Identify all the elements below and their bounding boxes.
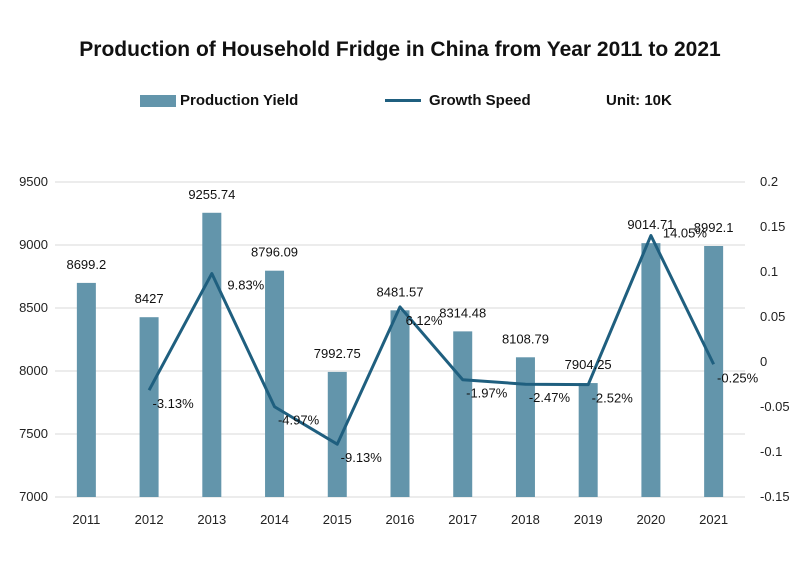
bar	[641, 243, 661, 497]
bar	[202, 212, 222, 497]
bar-data-label: 8481.57	[377, 284, 424, 299]
bar	[578, 383, 598, 497]
legend-swatch-line	[385, 99, 421, 102]
x-tick-label: 2021	[699, 512, 728, 527]
x-tick-label: 2019	[574, 512, 603, 527]
x-tick-label: 2016	[386, 512, 415, 527]
y-right-tick-label: -0.05	[760, 399, 790, 414]
bar-data-label: 8796.09	[251, 245, 298, 260]
bar-data-label: 8108.79	[502, 331, 549, 346]
bar-data-label: 7904.25	[565, 357, 612, 372]
chart-legend: Production Yield Growth Speed Unit: 10K	[0, 92, 800, 114]
line-data-label: 6.12%	[406, 313, 443, 328]
unit-label: Unit: 10K	[606, 92, 672, 109]
line-data-label: 9.83%	[227, 278, 264, 293]
y-right-tick-label: -0.15	[760, 489, 790, 504]
line-data-label: -2.47%	[529, 390, 571, 405]
legend-item-production-yield: Production Yield	[140, 92, 298, 109]
y-left-tick-label: 7500	[19, 426, 48, 441]
bar-data-label: 8699.2	[66, 257, 106, 272]
growth-speed-line	[147, 234, 715, 446]
x-tick-label: 2012	[135, 512, 164, 527]
chart-title: Production of Household Fridge in China …	[79, 38, 721, 61]
y-right-tick-label: 0.05	[760, 309, 785, 324]
bar	[704, 245, 724, 497]
y-right-tick-label: 0.2	[760, 174, 778, 189]
y-left-tick-label: 9000	[19, 237, 48, 252]
bar-data-label: 9255.74	[188, 187, 235, 202]
y-left-tick-label: 7000	[19, 489, 48, 504]
bar-data-label: 8992.1	[694, 220, 734, 235]
x-tick-label: 2011	[72, 512, 100, 527]
bar-data-label: 8427	[135, 291, 164, 306]
x-tick-label: 2017	[448, 512, 477, 527]
bar	[76, 282, 96, 497]
y-right-tick-label: 0.1	[760, 264, 778, 279]
legend-swatch-bar	[140, 94, 176, 107]
line-data-label: -0.25%	[717, 370, 759, 385]
y-right-tick-label: 0.15	[760, 219, 785, 234]
bar-data-label: 8314.48	[439, 305, 486, 320]
x-tick-label: 2014	[260, 512, 289, 527]
line-data-label: -1.97%	[466, 386, 508, 401]
bar-data-label: 7992.75	[314, 346, 361, 361]
legend-item-growth-speed: Growth Speed	[385, 92, 531, 109]
x-tick-label: 2018	[511, 512, 540, 527]
bar	[390, 310, 410, 497]
line-data-label: -3.13%	[152, 396, 194, 411]
line-data-label: -9.13%	[341, 450, 383, 465]
line-data-label: -2.52%	[592, 391, 634, 406]
legend-label-production-yield: Production Yield	[180, 92, 299, 109]
bar	[139, 317, 159, 497]
y-left-tick-label: 9500	[19, 174, 48, 189]
x-tick-label: 2015	[323, 512, 352, 527]
y-left-tick-label: 8500	[19, 300, 48, 315]
y-left-tick-label: 8000	[19, 363, 48, 378]
bar	[453, 331, 473, 497]
line-data-label: -4.97%	[278, 413, 320, 428]
bar	[327, 371, 347, 497]
x-tick-label: 2020	[636, 512, 665, 527]
legend-label-growth-speed: Growth Speed	[429, 92, 531, 109]
bar	[265, 270, 285, 497]
y-right-tick-label: -0.1	[760, 444, 782, 459]
bar-data-label: 9014.71	[627, 217, 674, 232]
line-data-label: 14.05%	[663, 226, 708, 241]
y-right-tick-label: 0	[760, 354, 767, 369]
bar	[515, 357, 535, 497]
x-tick-label: 2013	[197, 512, 226, 527]
